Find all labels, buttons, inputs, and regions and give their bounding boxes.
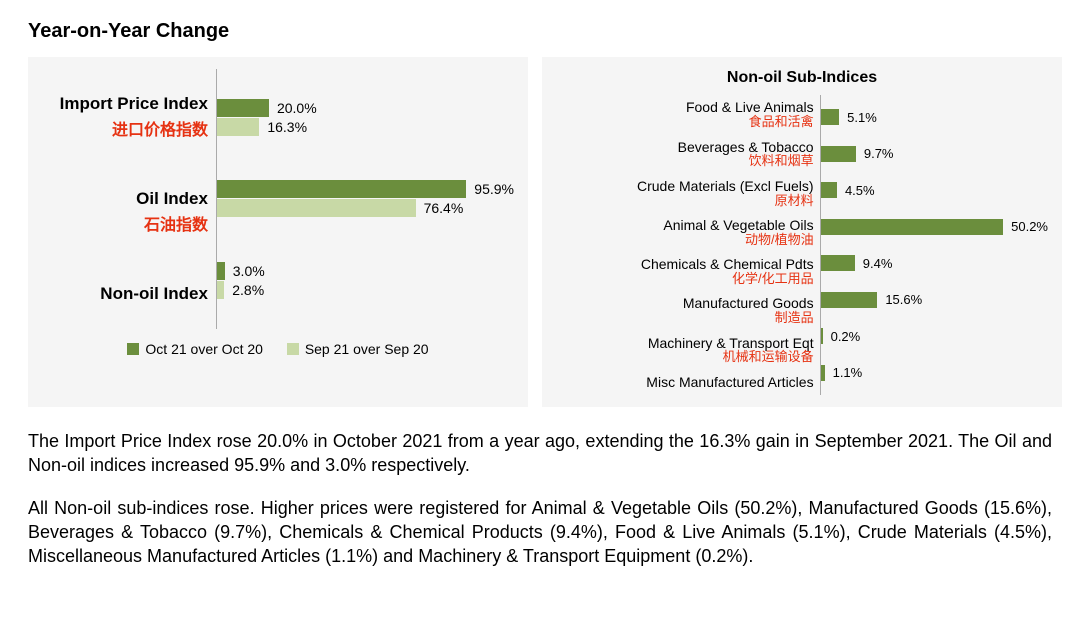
right-category-en: Chemicals & Chemical Pdts <box>556 257 814 272</box>
right-chart-title: Non-oil Sub-Indices <box>556 69 1048 87</box>
bar-fill <box>217 281 224 299</box>
right-chart-panel: Non-oil Sub-Indices Food & Live Animals食… <box>542 57 1062 407</box>
bar-fill <box>217 199 416 217</box>
right-category-cn: 饮料和烟草 <box>556 154 814 168</box>
right-chart-bars: 5.1% 9.7% 4.5% 50.2% 9.4% 15.6% 0.2% 1.1% <box>820 95 1048 395</box>
bar-value-label: 5.1% <box>847 110 877 125</box>
left-category-cn: 进口价格指数 <box>42 116 208 140</box>
bar-value-label: 9.7% <box>864 146 894 161</box>
bar-value-label: 16.3% <box>267 119 307 135</box>
right-category-label: Animal & Vegetable Oils动物/植物油 <box>556 218 814 246</box>
legend-swatch-2 <box>287 343 299 355</box>
bar-pair: 95.9% 76.4% <box>217 179 514 218</box>
bar: 15.6% <box>821 292 1048 308</box>
bar-fill <box>821 146 856 162</box>
left-category-cn: 石油指数 <box>42 211 208 235</box>
bar-value-label: 76.4% <box>424 200 464 216</box>
legend-label-2: Sep 21 over Sep 20 <box>305 341 429 357</box>
bar-fill <box>821 365 825 381</box>
bar-fill <box>821 219 1004 235</box>
right-category-cn: 原材料 <box>556 194 814 208</box>
right-category-en: Crude Materials (Excl Fuels) <box>556 179 814 194</box>
bar-value-label: 9.4% <box>863 256 893 271</box>
bar: 20.0% <box>217 99 514 117</box>
right-category-label: Misc Manufactured Articles <box>556 375 814 390</box>
bar-value-label: 15.6% <box>885 292 922 307</box>
right-category-label: Manufactured Goods制造品 <box>556 296 814 324</box>
bar: 3.0% <box>217 262 514 280</box>
left-category-label: Non-oil Index <box>42 284 208 304</box>
right-category-label: Food & Live Animals食品和活禽 <box>556 100 814 128</box>
bar: 2.8% <box>217 281 514 299</box>
bar-value-label: 4.5% <box>845 183 875 198</box>
left-chart-labels: Import Price Index进口价格指数 Oil Index石油指数 Non… <box>42 69 216 329</box>
left-chart-bars: 20.0% 16.3% 95.9% 76.4% 3.0% 2.8% <box>216 69 514 329</box>
bar-value-label: 1.1% <box>833 365 863 380</box>
legend-item-1: Oct 21 over Oct 20 <box>127 341 263 357</box>
left-category-en: Non-oil Index <box>42 284 208 304</box>
bar-pair: 20.0% 16.3% <box>217 98 514 137</box>
page-title: Year-on-Year Change <box>28 20 1052 43</box>
right-category-en: Machinery & Transport Eqt <box>556 336 814 351</box>
bar: 16.3% <box>217 118 514 136</box>
right-category-en: Food & Live Animals <box>556 100 814 115</box>
bar: 0.2% <box>821 328 1048 344</box>
charts-row: Import Price Index进口价格指数 Oil Index石油指数 Non… <box>28 57 1052 407</box>
right-category-cn: 动物/植物油 <box>556 233 814 247</box>
right-chart-body: Food & Live Animals食品和活禽 Beverages & Toba… <box>556 95 1048 395</box>
right-category-label: Crude Materials (Excl Fuels)原材料 <box>556 179 814 207</box>
bar-fill <box>821 182 837 198</box>
bar: 4.5% <box>821 182 1048 198</box>
paragraph-2: All Non-oil sub-indices rose. Higher pri… <box>28 496 1052 569</box>
bar-value-label: 95.9% <box>474 181 514 197</box>
bar-fill <box>217 262 225 280</box>
right-category-label: Chemicals & Chemical Pdts化学/化工用品 <box>556 257 814 285</box>
right-category-cn: 食品和活禽 <box>556 115 814 129</box>
bar: 95.9% <box>217 180 514 198</box>
legend-swatch-1 <box>127 343 139 355</box>
right-category-en: Misc Manufactured Articles <box>556 375 814 390</box>
left-chart-legend: Oct 21 over Oct 20 Sep 21 over Sep 20 <box>42 341 514 358</box>
right-category-en: Manufactured Goods <box>556 296 814 311</box>
bar: 5.1% <box>821 109 1048 125</box>
right-chart-labels: Food & Live Animals食品和活禽 Beverages & Toba… <box>556 95 820 395</box>
bar: 50.2% <box>821 219 1048 235</box>
left-category-label: Oil Index石油指数 <box>42 189 208 235</box>
right-category-label: Machinery & Transport Eqt机械和运输设备 <box>556 336 814 364</box>
bar-value-label: 3.0% <box>233 263 265 279</box>
bar-value-label: 20.0% <box>277 100 317 116</box>
body-text: The Import Price Index rose 20.0% in Oct… <box>28 429 1052 568</box>
right-category-label: Beverages & Tobacco饮料和烟草 <box>556 140 814 168</box>
bar-fill <box>217 99 269 117</box>
paragraph-1: The Import Price Index rose 20.0% in Oct… <box>28 429 1052 478</box>
bar-value-label: 50.2% <box>1011 219 1048 234</box>
bar: 9.4% <box>821 255 1048 271</box>
right-category-cn: 机械和运输设备 <box>556 350 814 364</box>
right-category-cn: 化学/化工用品 <box>556 272 814 286</box>
right-category-cn: 制造品 <box>556 311 814 325</box>
right-category-en: Beverages & Tobacco <box>556 140 814 155</box>
bar-fill <box>821 328 823 344</box>
bar-value-label: 2.8% <box>232 282 264 298</box>
bar: 9.7% <box>821 146 1048 162</box>
bar-fill <box>217 118 259 136</box>
bar-fill <box>821 255 855 271</box>
legend-item-2: Sep 21 over Sep 20 <box>287 341 429 357</box>
legend-label-1: Oct 21 over Oct 20 <box>145 341 263 357</box>
bar-pair: 3.0% 2.8% <box>217 261 514 300</box>
left-chart-panel: Import Price Index进口价格指数 Oil Index石油指数 Non… <box>28 57 528 407</box>
left-category-label: Import Price Index进口价格指数 <box>42 94 208 140</box>
bar: 1.1% <box>821 365 1048 381</box>
bar-fill <box>217 180 466 198</box>
left-category-en: Oil Index <box>42 189 208 209</box>
bar-fill <box>821 292 878 308</box>
left-chart-body: Import Price Index进口价格指数 Oil Index石油指数 Non… <box>42 69 514 329</box>
bar-value-label: 0.2% <box>831 329 861 344</box>
bar-fill <box>821 109 840 125</box>
right-category-en: Animal & Vegetable Oils <box>556 218 814 233</box>
left-category-en: Import Price Index <box>42 94 208 114</box>
bar: 76.4% <box>217 199 514 217</box>
